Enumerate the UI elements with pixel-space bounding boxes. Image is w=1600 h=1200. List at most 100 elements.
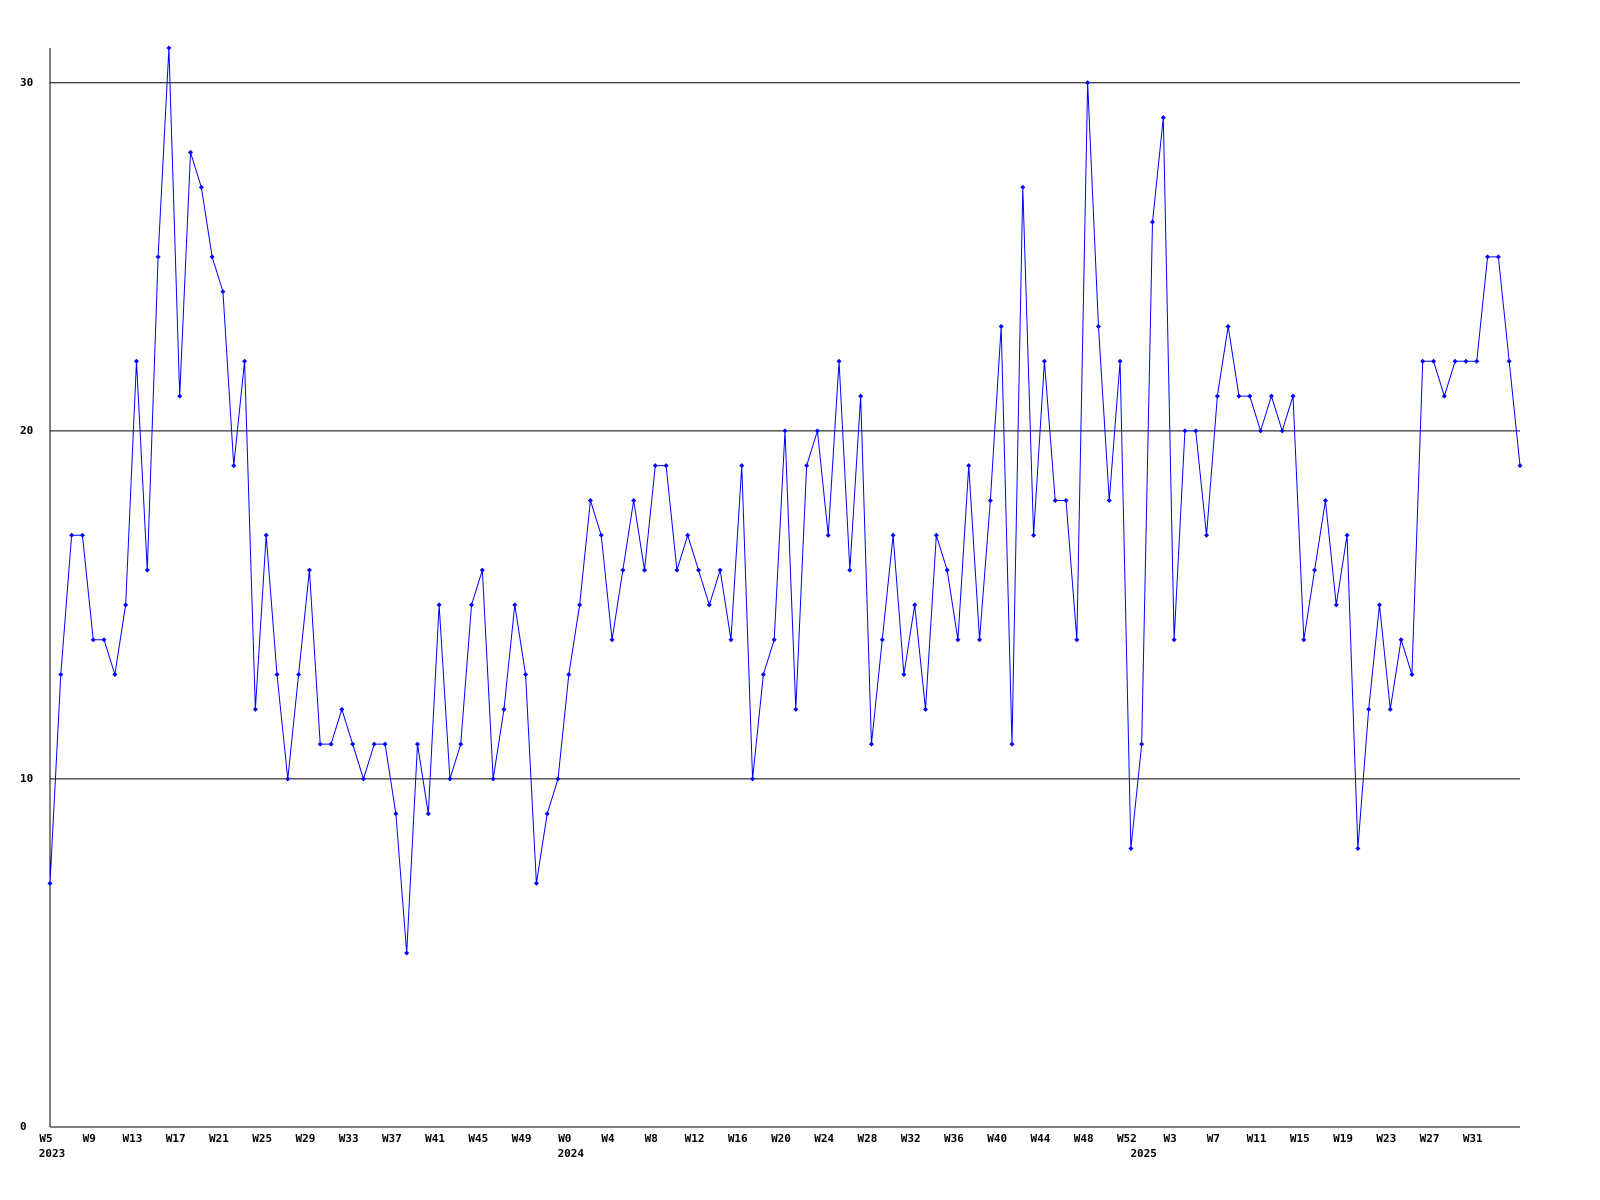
point-marker: [58, 672, 64, 678]
x-tick-label: W29: [295, 1132, 315, 1145]
point-marker: [1020, 184, 1026, 190]
x-tick-label: W37: [382, 1132, 402, 1145]
point-marker: [1344, 532, 1350, 538]
point-marker: [620, 567, 626, 573]
series-line: [49, 47, 1521, 954]
point-marker: [836, 358, 842, 364]
point-marker: [1431, 358, 1437, 364]
point-marker: [242, 358, 248, 364]
point-marker: [1485, 254, 1491, 260]
point-marker: [1312, 567, 1318, 573]
point-marker: [631, 497, 637, 503]
x-tick-label: W7: [1207, 1132, 1220, 1145]
point-marker: [652, 463, 658, 469]
point-marker: [674, 567, 680, 573]
point-marker: [1452, 358, 1458, 364]
point-marker: [1474, 358, 1480, 364]
point-marker: [123, 602, 129, 608]
x-tick-label: W33: [339, 1132, 359, 1145]
point-marker: [555, 776, 561, 782]
point-marker: [1333, 602, 1339, 608]
point-marker: [133, 358, 139, 364]
point-marker: [544, 811, 550, 817]
point-marker: [166, 45, 172, 51]
point-marker: [825, 532, 831, 538]
point-marker: [966, 463, 972, 469]
point-marker: [339, 706, 345, 712]
x-tick-label: W8: [645, 1132, 658, 1145]
point-marker: [155, 254, 161, 260]
x-year-label: 2023: [39, 1147, 66, 1160]
point-marker: [847, 567, 853, 573]
point-marker: [771, 637, 777, 643]
point-marker: [739, 463, 745, 469]
point-marker: [1031, 532, 1037, 538]
point-marker: [728, 637, 734, 643]
x-tick-label: W32: [901, 1132, 921, 1145]
point-marker: [1095, 323, 1101, 329]
point-marker: [469, 602, 475, 608]
point-marker: [1279, 428, 1285, 434]
x-tick-label: W3: [1163, 1132, 1176, 1145]
point-marker: [425, 811, 431, 817]
point-marker: [1322, 497, 1328, 503]
x-tick-label: W44: [1030, 1132, 1050, 1145]
point-marker: [479, 567, 485, 573]
point-marker: [1009, 741, 1015, 747]
x-tick-label: W19: [1333, 1132, 1353, 1145]
point-marker: [933, 532, 939, 538]
point-marker: [1150, 219, 1155, 225]
x-tick-label: W23: [1376, 1132, 1396, 1145]
x-year-label: 2024: [558, 1147, 585, 1160]
point-marker: [1290, 393, 1296, 399]
point-marker: [198, 184, 204, 190]
x-tick-label: W24: [814, 1132, 834, 1145]
point-marker: [1171, 637, 1177, 643]
x-tick-label: W0: [558, 1132, 571, 1145]
point-marker: [641, 567, 647, 573]
point-marker: [360, 776, 366, 782]
point-marker: [890, 532, 896, 538]
point-marker: [231, 463, 237, 469]
x-tick-label: W13: [123, 1132, 143, 1145]
point-marker: [101, 637, 107, 643]
x-tick-label: W31: [1463, 1132, 1483, 1145]
point-marker: [533, 880, 539, 886]
point-marker: [501, 706, 507, 712]
point-marker: [598, 532, 604, 538]
point-marker: [923, 706, 929, 712]
point-marker: [1398, 637, 1404, 643]
x-tick-label: W20: [771, 1132, 791, 1145]
point-marker: [285, 776, 291, 782]
x-tick-label: W16: [728, 1132, 748, 1145]
point-marker: [1495, 254, 1501, 260]
y-tick-label: 10: [20, 772, 33, 785]
point-marker: [858, 393, 864, 399]
point-marker: [1236, 393, 1242, 399]
point-marker: [1387, 706, 1393, 712]
y-tick-label: 20: [20, 424, 33, 437]
point-marker: [750, 776, 756, 782]
point-marker: [955, 637, 961, 643]
x-tick-label: W49: [512, 1132, 532, 1145]
point-marker: [79, 532, 85, 538]
point-marker: [577, 602, 583, 608]
point-marker: [350, 741, 356, 747]
point-marker: [998, 323, 1004, 329]
point-marker: [458, 741, 464, 747]
point-marker: [760, 672, 766, 678]
point-marker: [1117, 358, 1123, 364]
point-marker: [220, 289, 226, 295]
point-marker: [274, 672, 280, 678]
point-marker: [306, 567, 312, 573]
point-marker: [177, 393, 183, 399]
x-tick-label: W11: [1247, 1132, 1267, 1145]
point-marker: [415, 741, 420, 747]
x-tick-label: W15: [1290, 1132, 1310, 1145]
point-marker: [1063, 497, 1069, 503]
point-marker: [1193, 428, 1199, 434]
point-marker: [868, 741, 874, 747]
x-year-label: 2025: [1130, 1147, 1157, 1160]
point-marker: [1106, 497, 1112, 503]
